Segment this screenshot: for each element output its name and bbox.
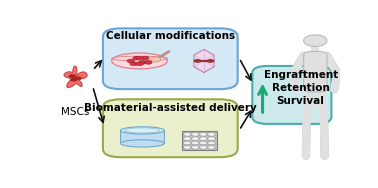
Circle shape [192, 137, 199, 141]
Circle shape [207, 59, 214, 63]
Circle shape [208, 132, 215, 136]
FancyBboxPatch shape [103, 99, 238, 157]
Ellipse shape [112, 53, 167, 69]
Circle shape [208, 146, 215, 149]
Circle shape [127, 59, 135, 63]
Circle shape [200, 137, 207, 141]
Text: MSCs: MSCs [61, 107, 89, 117]
FancyBboxPatch shape [252, 66, 332, 124]
FancyBboxPatch shape [121, 130, 164, 143]
Circle shape [192, 132, 199, 136]
Circle shape [70, 78, 77, 82]
Ellipse shape [121, 140, 164, 147]
Circle shape [183, 137, 191, 141]
Text: Engraftment: Engraftment [263, 70, 338, 80]
Circle shape [183, 132, 191, 136]
FancyBboxPatch shape [304, 52, 327, 92]
Circle shape [130, 62, 138, 66]
Circle shape [194, 59, 201, 63]
Text: Biomaterial-assisted delivery: Biomaterial-assisted delivery [84, 103, 257, 113]
Circle shape [139, 61, 146, 64]
Polygon shape [194, 49, 214, 73]
Circle shape [183, 146, 191, 149]
Circle shape [304, 35, 327, 46]
Circle shape [144, 61, 152, 64]
Circle shape [192, 141, 199, 145]
Circle shape [192, 146, 199, 149]
Circle shape [136, 56, 143, 60]
Text: Retention: Retention [272, 83, 330, 93]
Circle shape [200, 132, 207, 136]
Circle shape [183, 141, 191, 145]
Ellipse shape [121, 127, 164, 134]
Text: Survival: Survival [277, 96, 325, 106]
FancyBboxPatch shape [182, 131, 217, 150]
Circle shape [200, 146, 207, 149]
FancyBboxPatch shape [103, 28, 238, 89]
Circle shape [133, 56, 140, 60]
Polygon shape [64, 66, 87, 88]
Circle shape [68, 74, 76, 78]
Text: Cellular modifications: Cellular modifications [106, 30, 235, 41]
Circle shape [142, 56, 149, 60]
Circle shape [303, 55, 304, 56]
Circle shape [150, 57, 161, 62]
Circle shape [74, 76, 82, 80]
Circle shape [200, 141, 207, 145]
Circle shape [208, 137, 215, 141]
Circle shape [136, 62, 143, 66]
Circle shape [208, 141, 215, 145]
